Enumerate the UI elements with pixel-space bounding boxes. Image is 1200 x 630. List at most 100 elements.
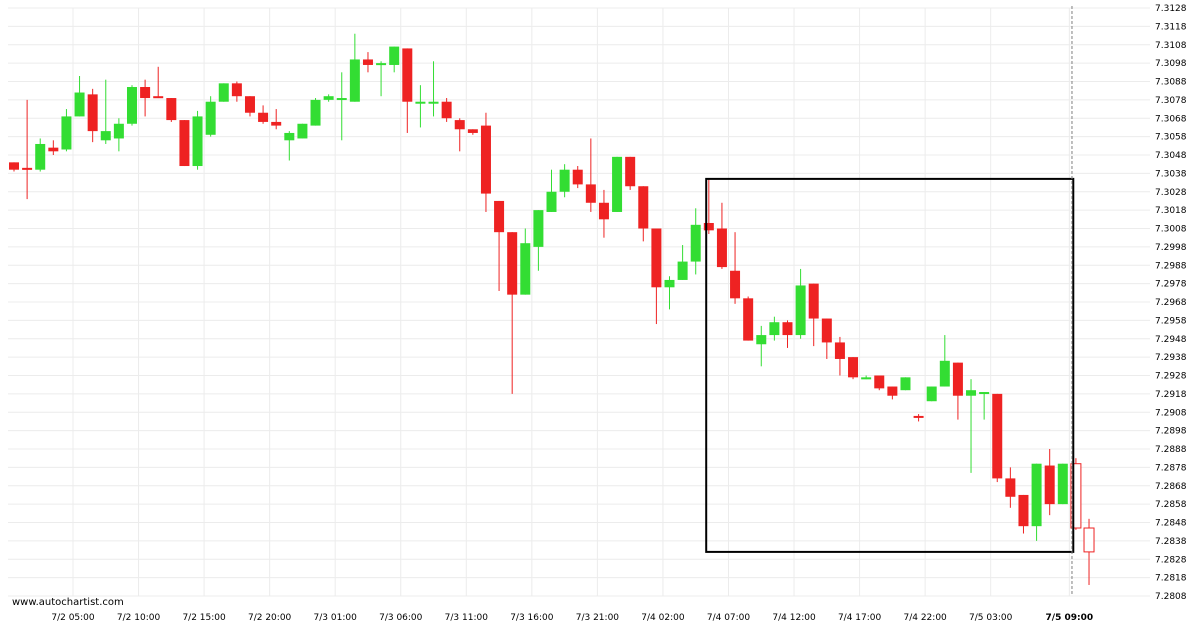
candle-body [166,98,177,121]
x-tick-label: 7/4 17:00 [838,613,882,623]
y-tick-label: 7.3008 [1155,225,1187,235]
pattern-box [705,177,1075,553]
x-tick-label: 7/4 12:00 [772,613,816,623]
candle-body [1031,463,1042,527]
y-tick-label: 7.3038 [1155,169,1187,179]
y-tick-label: 7.2838 [1155,537,1187,547]
candle-body [1057,463,1068,505]
candle-body [913,415,924,418]
grid [8,7,1150,597]
candle-body [821,318,832,343]
candle-body [546,191,557,212]
candle-body [467,129,478,133]
candle-body [454,120,465,130]
y-tick-label: 7.2908 [1155,408,1187,418]
candle-body [625,156,636,187]
y-tick-label: 7.2888 [1155,445,1187,455]
y-tick-label: 7.2898 [1155,427,1187,437]
forecast-body [1070,463,1082,529]
x-tick-label: 7/5 03:00 [969,613,1013,623]
candle-body [795,285,806,336]
x-tick-label: 7/3 06:00 [379,613,423,623]
candle-body [349,59,360,102]
y-tick-label: 7.3128 [1155,4,1187,14]
candle-body [926,386,937,402]
candle-body [507,232,518,295]
y-tick-label: 7.3078 [1155,96,1187,106]
candle-body [533,210,544,247]
y-tick-label: 7.2948 [1155,335,1187,345]
y-axis: 7.2808 7.2818 7.2828 7.2838 7.2848 7.2858 7.28… [1155,4,1187,602]
candle-body [297,123,308,139]
candle-body [716,228,727,268]
candle-body [494,200,505,233]
candle-body [244,96,255,113]
candle-body [258,112,269,122]
candle-body [192,116,203,167]
x-tick-label: 7/3 11:00 [445,613,489,623]
candle-body [87,94,98,132]
y-tick-label: 7.3018 [1155,206,1187,216]
candle-body [376,63,387,66]
x-tick-label: 7/5 09:00 [1046,613,1094,623]
candle-body [992,393,1003,479]
candle-body [743,298,754,341]
candle-body [730,270,741,299]
candle-body [402,48,413,102]
candle-body [9,162,19,170]
candle-body [205,101,216,135]
candle-body [323,96,334,100]
candle-body [61,116,72,150]
candle-body [336,98,347,101]
forecast-candles [1070,458,1095,585]
candle-body [572,169,583,185]
candle-body [113,123,124,139]
candle-body [585,184,596,203]
y-tick-label: 7.2858 [1155,500,1187,510]
candle-body [861,377,872,380]
x-tick-label: 7/2 15:00 [182,613,226,623]
candle-body [284,132,295,141]
x-tick-label: 7/3 16:00 [510,613,554,623]
candle-body [887,386,898,396]
candles [9,33,1068,541]
candle-body [520,243,531,295]
candle-body [74,92,85,117]
y-tick-label: 7.2878 [1155,463,1187,473]
candle-body [271,121,282,126]
candle-body [703,222,714,231]
candle-body [22,167,33,170]
candle-body [1044,465,1055,505]
candle-body [126,87,137,124]
candle-body [612,156,623,212]
candle-body [900,377,911,391]
y-tick-label: 7.2918 [1155,390,1187,400]
candle-body [756,335,767,345]
forecast-body [1083,527,1095,553]
candle-body [231,83,242,97]
candle-body [848,357,859,378]
x-tick-label: 7/4 22:00 [903,613,947,623]
candle-body [428,101,439,104]
y-tick-label: 7.3118 [1155,22,1187,32]
x-tick-label: 7/2 20:00 [248,613,292,623]
watermark: www.autochartist.com [12,597,124,608]
candle-body [1005,478,1016,497]
candle-body [48,147,59,152]
candle-body [808,283,819,319]
candle-body [874,375,885,389]
candle-body [441,101,452,119]
candle-body [389,46,400,65]
y-tick-label: 7.2968 [1155,298,1187,308]
y-tick-label: 7.2808 [1155,592,1187,602]
candle-body [979,392,990,395]
y-tick-label: 7.2818 [1155,574,1187,584]
candle-body [140,87,151,99]
x-tick-label: 7/2 10:00 [117,613,161,623]
candle-body [153,96,164,99]
candle-body [559,169,570,192]
y-tick-label: 7.3068 [1155,114,1187,124]
y-tick-label: 7.3048 [1155,151,1187,161]
candle-body [1018,494,1029,527]
